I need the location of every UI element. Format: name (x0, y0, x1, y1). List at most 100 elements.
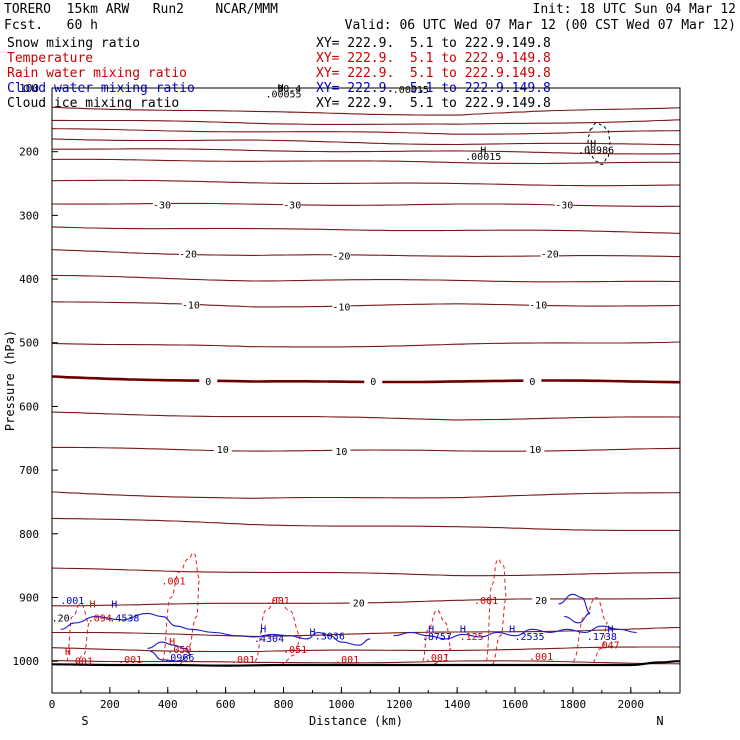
isotherm-10 (51, 446, 681, 452)
isotherm--20 (51, 249, 681, 258)
isotherm-5 (51, 411, 681, 421)
field-label: .00015 (465, 152, 501, 163)
endpoint-left-label: S (81, 714, 88, 728)
isotherm-12 (51, 491, 681, 499)
y-tick-label: 1000 (13, 655, 40, 668)
contour-labels: -30 -30 -30 -20 -20 -20 -10 -10 -10 0 0 0 10 10 10 20 20… (52, 83, 620, 667)
field-label: .8757 (422, 632, 452, 643)
y-tick-label: 800 (19, 528, 39, 541)
isotherm-label: -30 (153, 201, 171, 212)
isotherm-label-bg (179, 247, 198, 260)
x-tick-label: 200 (100, 698, 120, 711)
legend-snow-label: Snow mixing ratio (7, 36, 141, 51)
isotherm--48 (51, 119, 681, 125)
y-tick-label: 600 (19, 400, 39, 413)
isotherm-label-bg (526, 443, 545, 456)
isotherm-label-bg (199, 374, 218, 387)
x-axis-label: Distance (km) (309, 714, 403, 728)
y-tick-label: 400 (19, 273, 39, 286)
y-tick-label: 100 (19, 82, 39, 95)
isotherm-17 (51, 567, 680, 577)
rain-contour (485, 558, 507, 665)
header-valid: Valid: 06 UTC Wed 07 Mar 12 (00 CST Wed … (344, 18, 736, 33)
isotherm--40 (51, 158, 681, 165)
rain-contour (572, 596, 609, 665)
plot-frame (51, 87, 681, 694)
isotherm--46 (51, 128, 681, 135)
cloud-water-contour (558, 593, 591, 624)
x-tick-label: 800 (274, 698, 294, 711)
field-label: H (90, 600, 96, 611)
temperature-contours (51, 106, 681, 665)
field-label: H (169, 637, 175, 648)
isotherm--50 (51, 106, 681, 116)
header-fcst: Fcst. 60 h (4, 18, 98, 33)
terrain-surface-line (51, 660, 681, 667)
field-label: .2535 (514, 632, 544, 643)
field-label: .4538 (109, 614, 139, 625)
isotherm-label-bg (532, 594, 551, 607)
field-label: H (509, 625, 515, 636)
isotherm-label: -30 (555, 201, 573, 212)
x-tick-label: 1600 (502, 698, 529, 711)
header-init: Init: 18 UTC Sun 04 Mar 12 (532, 2, 737, 17)
field-label: .094 (88, 614, 112, 625)
cloud-water-contours (60, 593, 637, 662)
field-label: H (480, 146, 486, 157)
y-tick-label: 900 (19, 591, 39, 604)
y-tick-label: 200 (19, 146, 39, 159)
legend-cloud-ice-xy: XY= 222.9. 5.1 to 222.9.149.8 (316, 96, 551, 111)
field-label: H (460, 625, 466, 636)
isotherm-label: -20 (179, 250, 197, 261)
isotherm-label: 0 (529, 377, 535, 388)
axes: 0 200 400 600 800 1000 1200 1400 1600 1800 2000100… (3, 82, 664, 728)
field-label: .051 (283, 645, 307, 656)
field-label: .001 (335, 655, 359, 666)
cloud-water-contour (60, 612, 371, 646)
field-label: .00015 (393, 85, 429, 96)
field-label: .4304 (254, 634, 284, 645)
isotherm-label-bg (283, 198, 302, 211)
isotherm-label: -20 (332, 251, 350, 262)
isotherm-label-bg (152, 198, 171, 211)
field-label: .047 (596, 640, 620, 651)
snow-contours (586, 122, 611, 165)
field-label: H (278, 83, 284, 94)
rain-contour (161, 552, 201, 665)
field-label: .001 (266, 596, 290, 607)
rain-contours (66, 552, 609, 665)
isotherm--15 (51, 274, 681, 283)
field-label: .1738 (587, 632, 617, 643)
isotherm-label: 10 (335, 447, 347, 458)
field-label: .001 (231, 655, 255, 666)
field-label: H (260, 625, 266, 636)
isotherm-label-bg (181, 298, 200, 311)
isotherm--5 (51, 341, 681, 348)
isotherm-label-bg (332, 300, 351, 313)
field-label: .00986 (578, 146, 614, 157)
isotherm-label: 20 (535, 596, 547, 607)
x-tick-label: 1200 (386, 698, 413, 711)
isotherm-label: 0 (370, 377, 376, 388)
field-label: .001 (162, 577, 186, 588)
field-label: .00055 (265, 90, 301, 101)
field-label: H (65, 647, 71, 658)
field-label: .001 (60, 596, 84, 607)
field-label: .001 (118, 655, 142, 666)
field-label: .001 (474, 596, 498, 607)
isotherm--44 (51, 138, 681, 146)
rain-contour (421, 609, 452, 665)
isotherm-24 (51, 646, 680, 653)
isotherm-label-bg (540, 247, 559, 260)
field-label: H (111, 600, 117, 611)
isotherm-label: -30 (283, 201, 301, 212)
isotherm-label-bg (332, 445, 351, 457)
legend-cloud-ice-label: Cloud ice mixing ratio (7, 96, 180, 111)
isotherm-label: 10 (217, 445, 229, 456)
cloud-water-contour (393, 625, 637, 640)
rain-contour (66, 603, 91, 665)
x-tick-label: 600 (216, 698, 236, 711)
field-label: H (428, 625, 434, 636)
x-tick-label: 0 (49, 698, 56, 711)
